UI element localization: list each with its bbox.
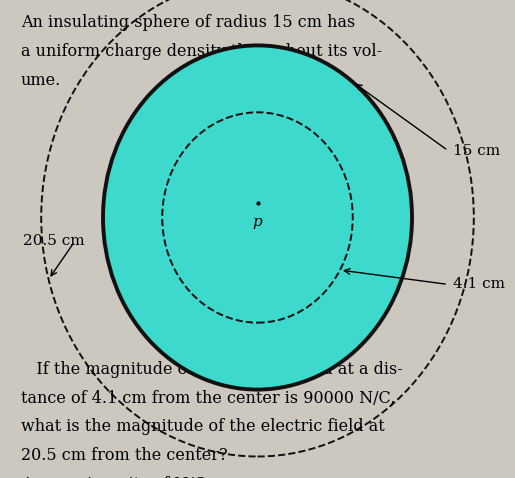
Text: what is the magnitude of the electric field at: what is the magnitude of the electric fi… xyxy=(21,418,384,435)
Text: Answer in units of N/C.: Answer in units of N/C. xyxy=(21,476,210,478)
Text: ume.: ume. xyxy=(21,72,61,89)
Text: a uniform charge density throughout its vol-: a uniform charge density throughout its … xyxy=(21,43,382,60)
Text: 20.5 cm from the center?: 20.5 cm from the center? xyxy=(21,447,227,464)
Text: An insulating sphere of radius 15 cm has: An insulating sphere of radius 15 cm has xyxy=(21,14,355,32)
Text: If the magnitude of the electric field at a dis-: If the magnitude of the electric field a… xyxy=(21,361,402,378)
Text: 4.1 cm: 4.1 cm xyxy=(453,277,505,292)
Ellipse shape xyxy=(103,45,412,390)
Text: p: p xyxy=(253,215,262,229)
Text: 20.5 cm: 20.5 cm xyxy=(23,234,85,249)
Text: 15 cm: 15 cm xyxy=(453,143,501,158)
Text: tance of 4.1 cm from the center is 90000 N/C,: tance of 4.1 cm from the center is 90000… xyxy=(21,390,395,407)
